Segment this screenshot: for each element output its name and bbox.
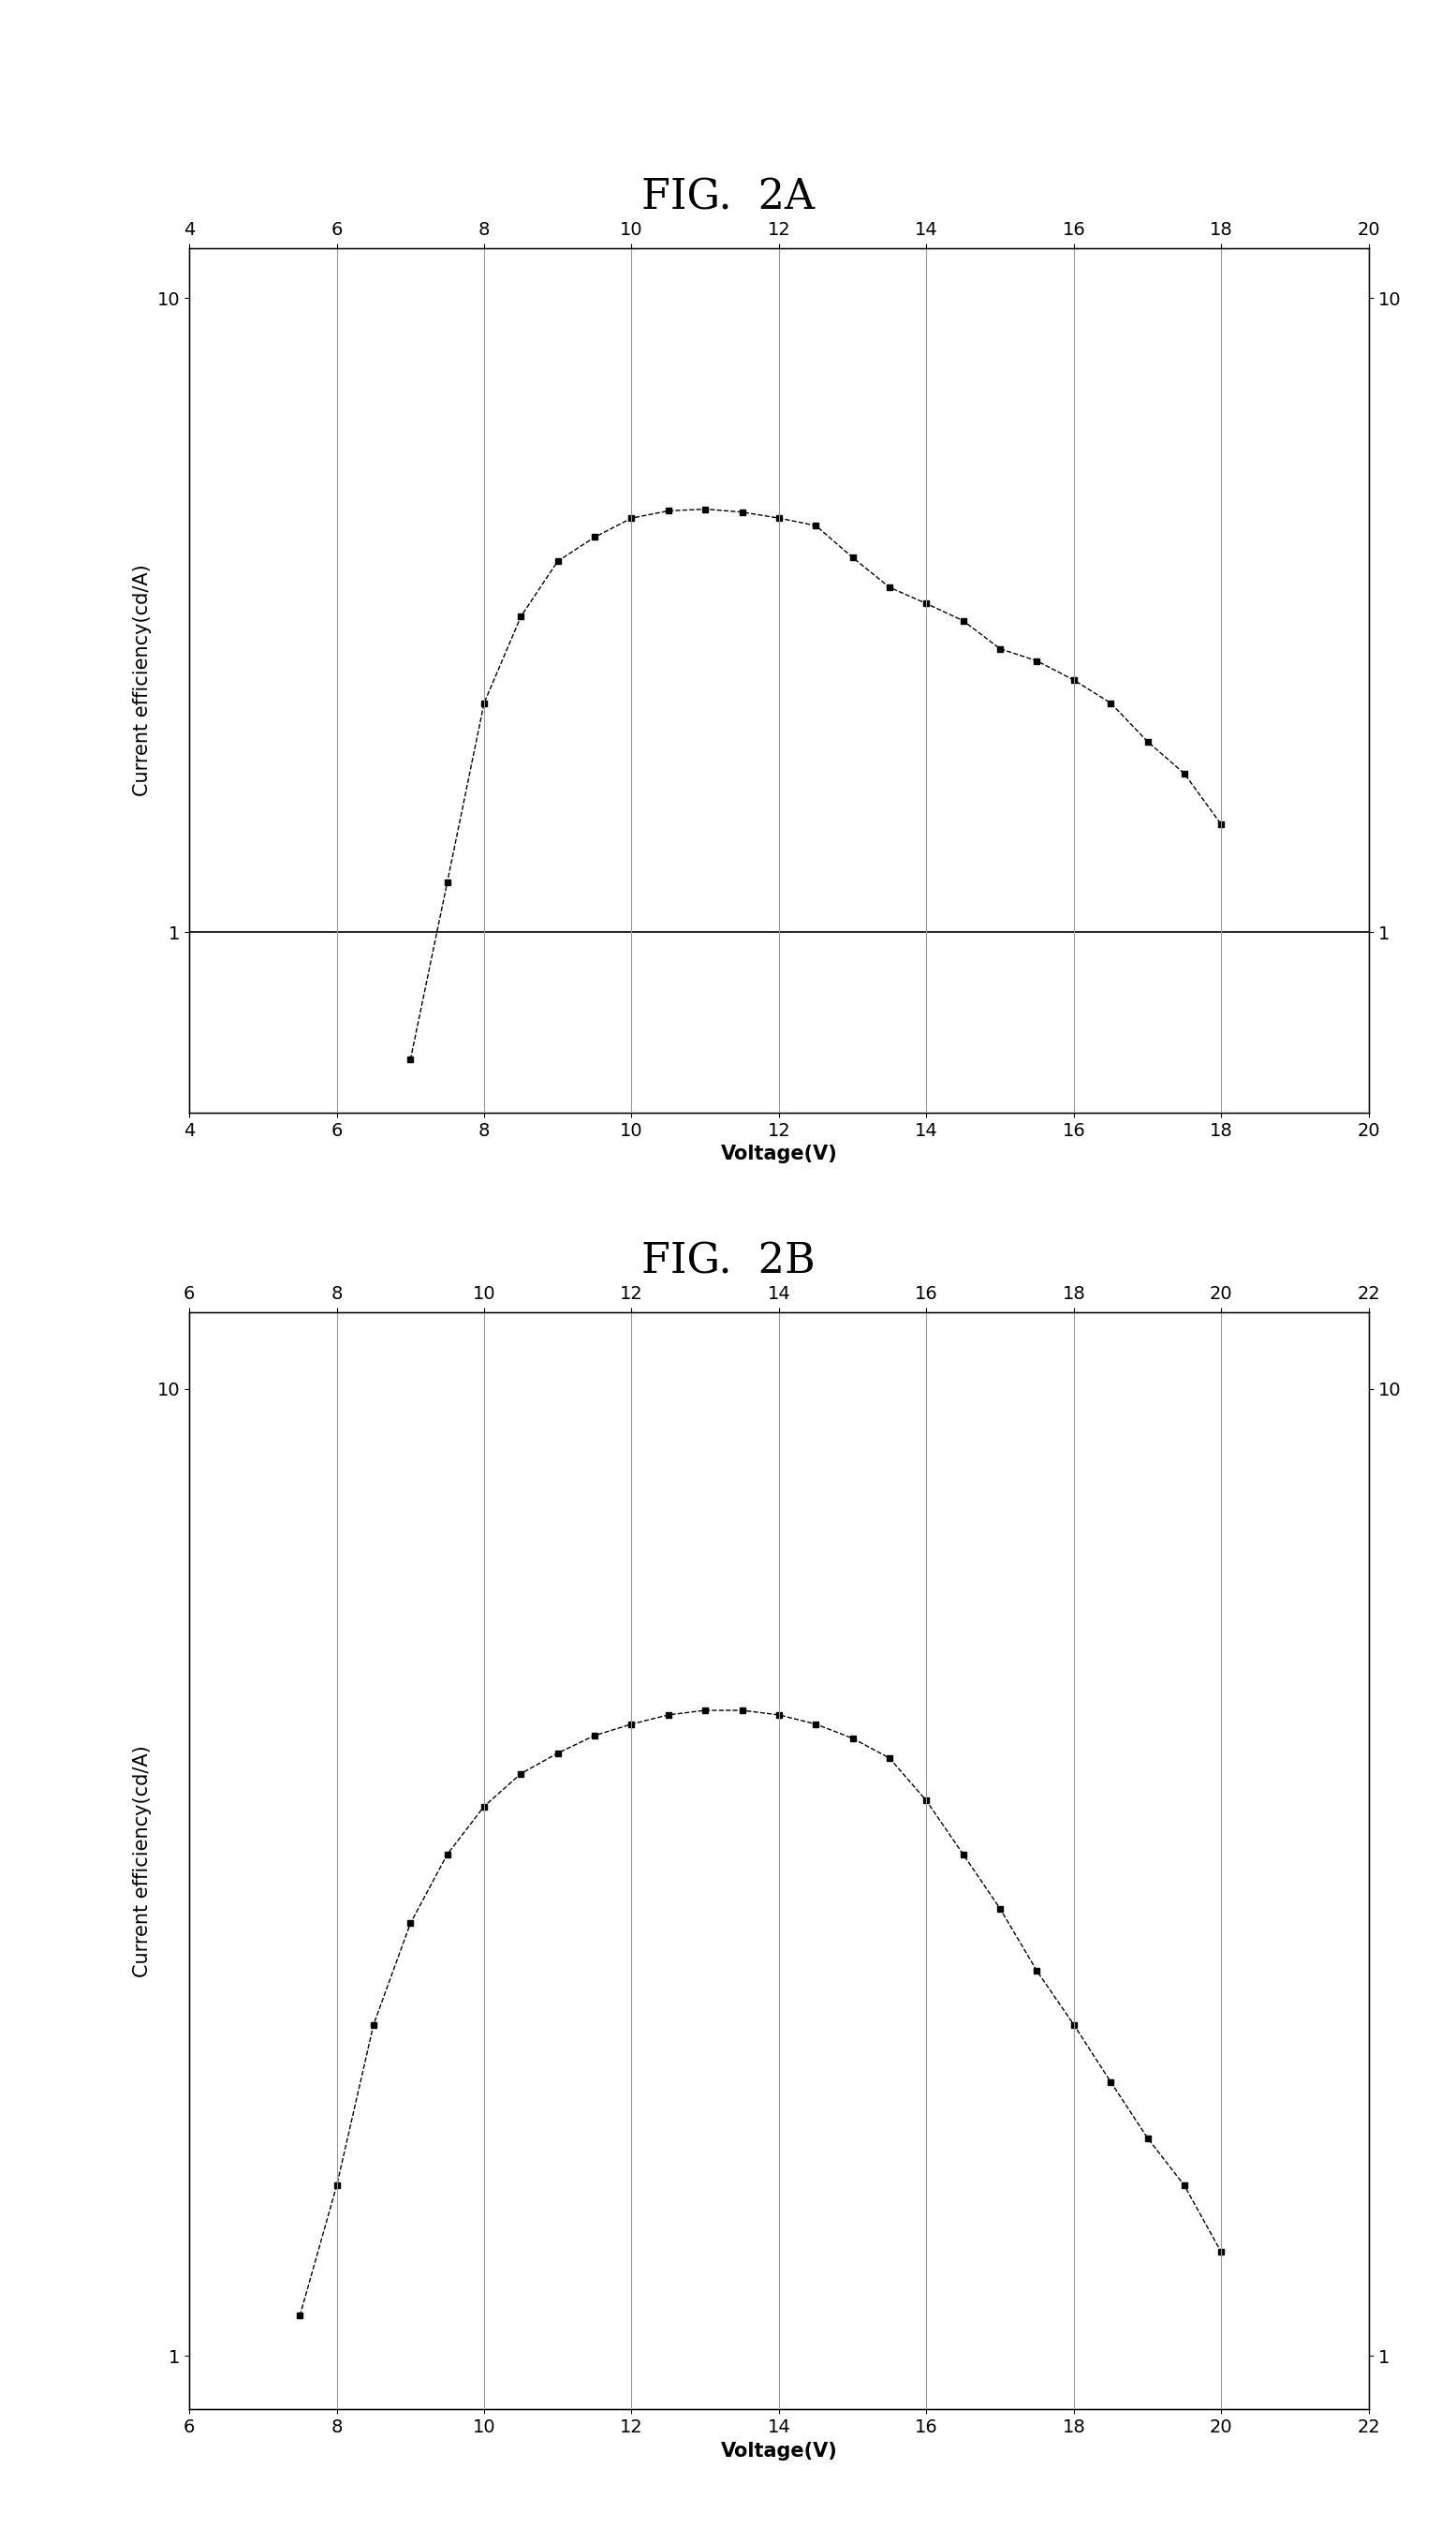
Text: FIG.  2B: FIG. 2B — [641, 1241, 815, 1282]
Y-axis label: Current efficiency(cd/A): Current efficiency(cd/A) — [132, 1744, 151, 1976]
Text: FIG.  2A: FIG. 2A — [641, 178, 815, 219]
X-axis label: Voltage(V): Voltage(V) — [721, 1144, 837, 1162]
Y-axis label: Current efficiency(cd/A): Current efficiency(cd/A) — [132, 565, 151, 796]
X-axis label: Voltage(V): Voltage(V) — [721, 2441, 837, 2459]
